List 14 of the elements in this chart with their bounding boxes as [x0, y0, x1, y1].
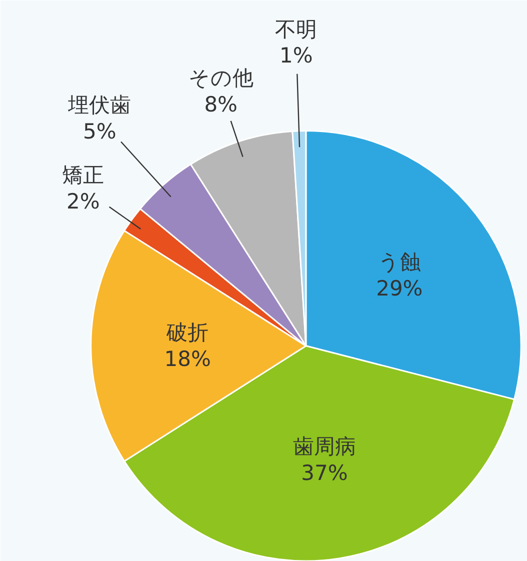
data-label: 1% — [279, 44, 313, 68]
data-label: 2% — [66, 190, 100, 214]
slice-label: その他 — [188, 66, 254, 90]
slice-label: 歯周病 — [292, 434, 356, 458]
slice-label: 不明 — [275, 17, 318, 42]
data-label: 29% — [376, 276, 423, 301]
data-label: 18% — [164, 347, 211, 372]
slice-label: 埋伏歯 — [67, 93, 132, 118]
slice-label: 破折 — [166, 320, 209, 345]
slice-label: う蝕 — [378, 250, 421, 274]
data-label: 8% — [204, 92, 238, 116]
data-label: 37% — [301, 460, 348, 485]
data-label: 5% — [83, 119, 116, 144]
slice-label: 矯正 — [62, 163, 104, 188]
